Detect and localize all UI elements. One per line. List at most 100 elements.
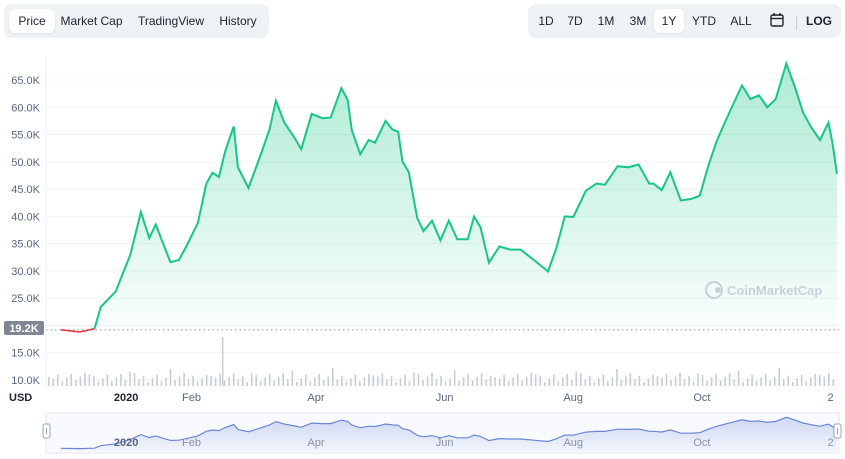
volume-bar <box>480 373 483 386</box>
volume-bar <box>413 372 415 386</box>
volume-bar <box>232 373 235 386</box>
range-1y-button[interactable]: 1Y <box>654 9 684 33</box>
y-tick-label: 15.0K <box>11 348 40 360</box>
volume-bar <box>399 378 402 386</box>
volume-bar <box>250 373 253 386</box>
volume-bar <box>183 373 185 386</box>
tab-price[interactable]: Price <box>9 9 55 33</box>
navigator-line <box>60 416 838 450</box>
volume-bar <box>115 377 118 386</box>
volume-bar <box>683 379 686 386</box>
volume-bar <box>84 373 86 386</box>
volume-bar <box>638 375 641 386</box>
volume-bar <box>444 382 447 386</box>
volume-bar <box>70 373 73 386</box>
navigator-x-axis: 2020 Feb Apr Jun Aug Oct 2 <box>114 437 834 449</box>
navigator-tick-label: Jun <box>436 437 454 449</box>
volume-bar <box>404 374 406 386</box>
volume-bar <box>553 374 555 386</box>
volume-bar <box>156 374 158 386</box>
time-range-selector: 1D 7D 1M 3M 1Y YTD ALL LOG <box>528 4 841 38</box>
volume-bar <box>75 380 77 386</box>
y-tick-label: 30.0K <box>11 266 40 278</box>
volume-bar <box>607 381 609 386</box>
volume-bar <box>548 378 551 386</box>
volume-bar <box>354 374 357 386</box>
volume-bar <box>48 377 50 386</box>
volume-bar <box>192 375 194 386</box>
range-1m-button[interactable]: 1M <box>597 14 615 28</box>
volume-bar <box>201 378 203 386</box>
volume-bar <box>467 373 469 386</box>
volume-bar <box>616 368 618 386</box>
volume-bar <box>692 382 695 386</box>
volume-bar <box>268 373 271 386</box>
tab-history[interactable]: History <box>219 14 257 28</box>
volume-bar <box>205 374 208 386</box>
volume-bar <box>602 374 605 386</box>
volume-bar <box>534 374 537 386</box>
navigator-tick-label: Oct <box>693 437 710 449</box>
range-navigator: 2020 Feb Apr Jun Aug Oct 2 <box>42 412 842 454</box>
range-all-button[interactable]: ALL <box>730 14 752 28</box>
volume-bar <box>647 378 650 386</box>
volume-bar <box>773 376 776 386</box>
navigator-tick-label: Aug <box>563 437 583 449</box>
volume-bar <box>300 378 303 386</box>
volume-bar <box>733 379 735 386</box>
volume-bar <box>151 378 154 386</box>
volume-bar <box>778 368 780 386</box>
volume-bar <box>643 382 645 386</box>
y-tick-label: 35.0K <box>11 239 40 251</box>
tab-tradingview[interactable]: TradingView <box>137 14 205 28</box>
volume-bar <box>223 380 226 386</box>
volume-bar <box>598 378 600 386</box>
volume-bar <box>345 382 348 386</box>
volume-bar <box>196 382 199 386</box>
volume-bar <box>66 377 68 386</box>
volume-bar <box>102 378 104 386</box>
volume-bar <box>449 378 451 386</box>
navigator-tick-label: 2 <box>828 437 834 449</box>
log-scale-toggle[interactable]: LOG <box>806 14 832 28</box>
range-7d-button[interactable]: 7D <box>567 14 583 28</box>
volume-bar <box>52 378 55 386</box>
x-tick-label: Aug <box>563 392 583 404</box>
volume-bar <box>129 371 131 386</box>
y-axis: 10.0K 15.0K 20.0K 25.0K 30.0K 35.0K 40.0K 45.0K… <box>11 56 47 388</box>
volume-bar <box>525 376 528 386</box>
volume-bar <box>674 376 677 386</box>
volume-bar <box>814 373 817 386</box>
volume-bar <box>489 375 492 386</box>
volume-bar <box>120 373 122 386</box>
volume-bar <box>187 379 190 386</box>
x-tick-label: 2020 <box>114 392 138 404</box>
volume-bar <box>485 379 487 386</box>
volume-bar <box>521 380 523 386</box>
volume-bar <box>728 373 731 386</box>
volume-bar <box>611 377 614 386</box>
volume-bar <box>395 382 397 386</box>
volume-bar <box>507 381 510 386</box>
watermark-logo: CoinMarketCap <box>705 281 822 299</box>
volume-bar <box>589 375 591 386</box>
volume-bar <box>629 373 632 386</box>
calendar-icon[interactable] <box>762 9 792 33</box>
volume-bar <box>255 374 257 386</box>
watermark-text: CoinMarketCap <box>727 283 822 298</box>
range-1d-button[interactable]: 1D <box>538 14 554 28</box>
volume-bar <box>341 375 343 386</box>
volume-bar <box>769 380 771 386</box>
x-tick-label: Feb <box>182 392 201 404</box>
tab-market-cap[interactable]: Market Cap <box>60 14 123 28</box>
range-ytd-button[interactable]: YTD <box>692 14 716 28</box>
volume-bar <box>336 379 339 386</box>
range-3m-button[interactable]: 3M <box>629 14 647 28</box>
y-tick-label: 10.0K <box>11 375 40 387</box>
volume-bar <box>746 378 749 386</box>
price-line-below-baseline <box>60 327 95 333</box>
volume-bar <box>453 369 456 386</box>
volume-bar <box>782 379 785 386</box>
volume-bar <box>557 381 560 386</box>
